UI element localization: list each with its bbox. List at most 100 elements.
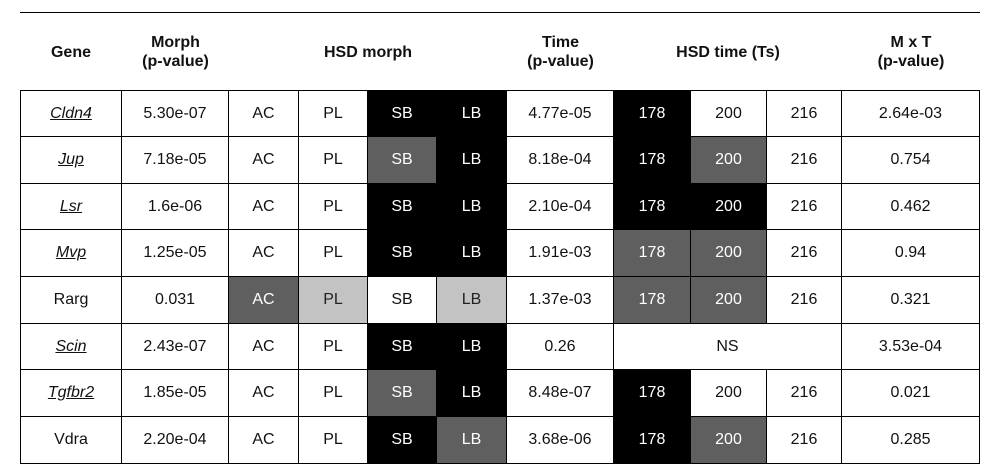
morph-pvalue-cell: 5.30e-07 <box>122 90 229 137</box>
time-pvalue-cell: 8.18e-04 <box>507 137 614 184</box>
time-pvalue-cell: 1.91e-03 <box>507 230 614 277</box>
mxt-pvalue-cell: 2.64e-03 <box>842 90 980 137</box>
mxt-pvalue-cell: 0.285 <box>842 417 980 464</box>
header-top-rule <box>20 12 980 13</box>
gene-name: Scin <box>55 337 87 355</box>
hsd-time-cell-216: 216 <box>767 137 842 184</box>
header-gene: Gene <box>50 43 91 61</box>
header-time-pvalue: Time (p-value) <box>527 34 594 70</box>
gene-cell: Rarg <box>20 277 122 324</box>
hsd-morph-cell-pl: PL <box>299 137 368 184</box>
morph-pvalue-cell: 2.20e-04 <box>122 417 229 464</box>
hsd-time-cell-216: 216 <box>767 277 842 324</box>
hsd-morph-cell-ac: AC <box>229 417 299 464</box>
gene-cell: Jup <box>20 137 122 184</box>
hsd-time-cell-200: 200 <box>691 137 767 184</box>
gene-cell: Cldn4 <box>20 90 122 137</box>
hsd-time-cell-178: 178 <box>614 230 691 277</box>
hsd-morph-cell-pl: PL <box>299 277 368 324</box>
hsd-morph-cell-lb: LB <box>437 90 507 137</box>
hsd-morph-cell-pl: PL <box>299 230 368 277</box>
gene-cell: Mvp <box>20 230 122 277</box>
gene-cell: Vdra <box>20 417 122 464</box>
hsd-morph-cell-lb: LB <box>437 137 507 184</box>
hsd-time-cell-178: 178 <box>614 184 691 230</box>
hsd-time-cell-200: 200 <box>691 90 767 137</box>
hsd-morph-cell-lb: LB <box>437 184 507 230</box>
gene-name: Tgfbr2 <box>47 384 95 401</box>
hsd-morph-cell-sb: SB <box>368 324 437 370</box>
hsd-morph-cell-ac: AC <box>229 370 299 417</box>
hsd-morph-cell-lb: LB <box>437 324 507 370</box>
time-pvalue-cell: 1.37e-03 <box>507 277 614 324</box>
gene-name: Mvp <box>55 244 87 261</box>
hsd-morph-cell-lb: LB <box>437 277 507 324</box>
hsd-time-cell-200: 200 <box>691 230 767 277</box>
hsd-morph-cell-sb: SB <box>368 184 437 230</box>
hsd-morph-cell-pl: PL <box>299 90 368 137</box>
morph-pvalue-cell: 0.031 <box>122 277 229 324</box>
gene-cell: Scin <box>20 324 122 370</box>
hsd-morph-cell-sb: SB <box>368 90 437 137</box>
hsd-time-cell-178: 178 <box>614 417 691 464</box>
hsd-morph-cell-pl: PL <box>299 417 368 464</box>
hsd-time-cell-200: 200 <box>691 184 767 230</box>
mxt-pvalue-cell: 0.94 <box>842 230 980 277</box>
mxt-pvalue-cell: 0.462 <box>842 184 980 230</box>
hsd-morph-cell-ac: AC <box>229 277 299 324</box>
hsd-time-cell-216: 216 <box>767 417 842 464</box>
mxt-pvalue-cell: 3.53e-04 <box>842 324 980 370</box>
hsd-morph-cell-lb: LB <box>437 417 507 464</box>
hsd-morph-cell-pl: PL <box>299 324 368 370</box>
gene-name: Rarg <box>53 291 89 308</box>
morph-pvalue-cell: 2.43e-07 <box>122 324 229 370</box>
hsd-time-cell-216: 216 <box>767 184 842 230</box>
hsd-morph-cell-sb: SB <box>368 137 437 184</box>
gene-name: Jup <box>58 151 84 168</box>
gene-cell: Lsr <box>20 184 122 230</box>
gene-name: Lsr <box>59 197 83 215</box>
gene-cell: Tgfbr2 <box>20 370 122 417</box>
time-pvalue-cell: 8.48e-07 <box>507 370 614 417</box>
hsd-time-cell-216: 216 <box>767 370 842 417</box>
mxt-pvalue-cell: 0.021 <box>842 370 980 417</box>
hsd-morph-cell-sb: SB <box>368 417 437 464</box>
hsd-morph-cell-pl: PL <box>299 370 368 417</box>
mxt-pvalue-cell: 0.321 <box>842 277 980 324</box>
hsd-time-cell-200: 200 <box>691 370 767 417</box>
time-pvalue-cell: 0.26 <box>507 324 614 370</box>
hsd-morph-cell-ac: AC <box>229 137 299 184</box>
morph-pvalue-cell: 1.85e-05 <box>122 370 229 417</box>
hsd-time-cell-200: 200 <box>691 277 767 324</box>
hsd-morph-cell-sb: SB <box>368 277 437 324</box>
gene-name: Vdra <box>54 431 88 448</box>
morph-pvalue-cell: 7.18e-05 <box>122 137 229 184</box>
hsd-time-ns-cell: NS <box>614 324 842 370</box>
hsd-morph-cell-sb: SB <box>368 370 437 417</box>
gene-name: Cldn4 <box>50 104 92 122</box>
hsd-time-cell-216: 216 <box>767 230 842 277</box>
hsd-morph-cell-ac: AC <box>229 230 299 277</box>
hsd-time-cell-178: 178 <box>614 137 691 184</box>
header-morph-pvalue: Morph (p-value) <box>142 34 209 70</box>
hsd-time-cell-178: 178 <box>614 90 691 137</box>
time-pvalue-cell: 4.77e-05 <box>507 90 614 137</box>
header-hsd-morph: HSD morph <box>324 43 412 61</box>
hsd-time-cell-216: 216 <box>767 90 842 137</box>
hsd-time-cell-178: 178 <box>614 370 691 417</box>
hsd-morph-cell-sb: SB <box>368 230 437 277</box>
time-pvalue-cell: 3.68e-06 <box>507 417 614 464</box>
hsd-morph-cell-ac: AC <box>229 90 299 137</box>
hsd-morph-cell-lb: LB <box>437 230 507 277</box>
mxt-pvalue-cell: 0.754 <box>842 137 980 184</box>
header-hsd-time: HSD time (Ts) <box>676 43 780 61</box>
header-mxt-pvalue: M x T (p-value) <box>877 34 945 70</box>
morph-pvalue-cell: 1.25e-05 <box>122 230 229 277</box>
morph-pvalue-cell: 1.6e-06 <box>122 184 229 230</box>
hsd-morph-cell-ac: AC <box>229 184 299 230</box>
hsd-morph-cell-lb: LB <box>437 370 507 417</box>
hsd-time-cell-200: 200 <box>691 417 767 464</box>
hsd-morph-cell-ac: AC <box>229 324 299 370</box>
hsd-morph-cell-pl: PL <box>299 184 368 230</box>
